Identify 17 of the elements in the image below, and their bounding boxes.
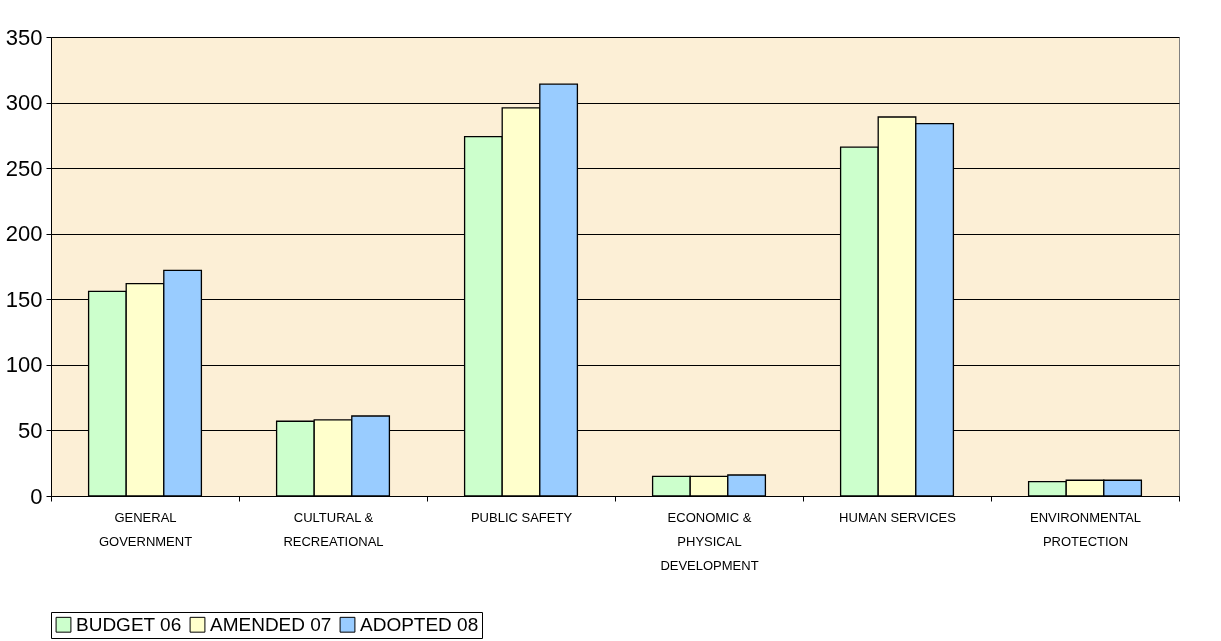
x-tick-label: CULTURAL & RECREATIONAL bbox=[283, 509, 384, 549]
y-tick-label: 0 bbox=[30, 483, 43, 509]
y-tick-label: 50 bbox=[18, 417, 43, 443]
y-tick-label: 250 bbox=[5, 155, 43, 181]
legend-label: BUDGET 06 bbox=[76, 613, 182, 635]
y-tick-label: 150 bbox=[5, 286, 43, 312]
x-tick-label: PUBLIC SAFETY bbox=[470, 509, 573, 525]
x-tick-label: ECONOMIC & PHYSICAL DEVELOPMENT bbox=[660, 509, 759, 573]
x-tick-label: ENVIRONMENTAL PROTECTION bbox=[1030, 509, 1141, 549]
y-tick-label: 100 bbox=[5, 352, 43, 378]
x-tick-label: GENERAL GOVERNMENT bbox=[98, 509, 193, 549]
y-tick-label: 300 bbox=[5, 90, 43, 116]
x-tick-label: HUMAN SERVICES bbox=[839, 509, 957, 525]
legend-label: AMENDED 07 bbox=[210, 613, 332, 635]
legend-label: ADOPTED 08 bbox=[360, 613, 479, 635]
y-tick-label: 350 bbox=[5, 24, 43, 50]
y-tick-label: 200 bbox=[5, 221, 43, 247]
